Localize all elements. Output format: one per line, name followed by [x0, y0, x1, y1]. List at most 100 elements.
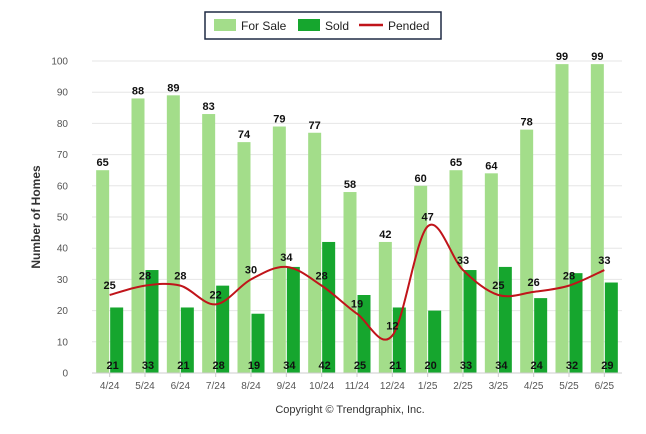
bar-sold: [145, 270, 159, 373]
data-label-for-sale: 83: [203, 101, 215, 113]
x-tick-label: 5/24: [135, 381, 155, 392]
bar-sold: [322, 241, 336, 373]
data-label-sold: 34: [495, 360, 508, 372]
data-label-pended: 30: [245, 264, 257, 276]
data-label-sold: 33: [460, 360, 472, 372]
y-tick-label: 40: [57, 244, 69, 255]
data-label-for-sale: 78: [521, 117, 533, 129]
data-label-pended: 28: [139, 271, 151, 283]
bar-for-sale: [96, 170, 110, 373]
bar-sold: [604, 282, 618, 373]
data-label-sold: 21: [389, 360, 401, 372]
data-label-pended: 28: [563, 271, 575, 283]
bar-for-sale: [131, 98, 145, 373]
data-label-for-sale: 42: [379, 229, 391, 241]
x-tick-label: 10/24: [309, 381, 334, 392]
bar-for-sale: [590, 64, 604, 374]
data-label-sold: 28: [213, 360, 225, 372]
bar-for-sale: [449, 170, 463, 373]
x-tick-label: 6/25: [595, 381, 615, 392]
data-label-pended: 19: [351, 299, 363, 311]
x-tick-label: 3/25: [489, 381, 509, 392]
legend: For Sale Sold Pended: [204, 11, 442, 40]
bar-sold: [216, 285, 230, 373]
legend-swatch-sold: [298, 19, 320, 31]
data-label-sold: 24: [531, 360, 544, 372]
bar-for-sale: [202, 114, 216, 373]
bar-for-sale: [378, 241, 392, 373]
data-label-for-sale: 88: [132, 85, 144, 97]
x-tick-label: 4/25: [524, 381, 544, 392]
data-label-pended: 33: [598, 255, 610, 267]
bar-sold: [110, 307, 124, 373]
bar-for-sale: [272, 126, 286, 374]
data-label-for-sale: 65: [450, 157, 462, 169]
gridlines: [92, 60, 622, 343]
y-tick-label: 80: [57, 119, 69, 130]
legend-swatch-for-sale: [214, 19, 236, 31]
bar-for-sale: [237, 142, 251, 373]
data-label-pended: 25: [492, 280, 504, 292]
data-label-sold: 42: [319, 360, 331, 372]
y-tick-label: 0: [62, 369, 68, 380]
x-tick-label: 9/24: [277, 381, 297, 392]
data-label-pended: 26: [528, 277, 540, 289]
data-label-pended: 47: [422, 211, 434, 223]
legend-label-for-sale: For Sale: [241, 19, 287, 33]
data-label-for-sale: 79: [273, 114, 285, 126]
y-tick-label: 100: [51, 57, 68, 68]
data-label-sold: 19: [248, 360, 260, 372]
data-label-pended: 25: [104, 280, 116, 292]
data-label-for-sale: 74: [238, 129, 251, 141]
data-label-sold: 29: [601, 360, 613, 372]
x-tick-label: 2/25: [453, 381, 473, 392]
y-tick-label: 20: [57, 306, 69, 317]
pended-series-line: [109, 223, 605, 341]
data-label-for-sale: 60: [415, 173, 427, 185]
data-label-pended: 33: [457, 255, 469, 267]
y-axis-label: Number of Homes: [29, 165, 43, 269]
bar-sold: [180, 307, 194, 373]
y-tick-label: 90: [57, 88, 69, 99]
x-axis-ticks: 4/24 5/24 6/24 7/24 8/24 9/24 10/24 11/24 12/24 1…: [100, 373, 615, 392]
bar-sold: [428, 310, 442, 373]
data-label-for-sale: 99: [556, 51, 568, 63]
legend-label-pended: Pended: [388, 19, 429, 33]
data-label-sold: 21: [107, 360, 119, 372]
data-label-pended: 28: [316, 271, 328, 283]
bar-for-sale: [343, 192, 357, 373]
x-tick-label: 7/24: [206, 381, 226, 392]
data-label-sold: 33: [142, 360, 154, 372]
x-tick-label: 1/25: [418, 381, 438, 392]
bar-sold: [569, 273, 583, 373]
data-label-sold: 21: [177, 360, 189, 372]
data-label-for-sale: 89: [167, 82, 179, 94]
y-tick-label: 10: [57, 337, 69, 348]
data-label-pended: 12: [386, 321, 398, 333]
x-tick-label: 12/24: [380, 381, 405, 392]
bar-sold: [463, 270, 477, 373]
bar-sold: [534, 298, 548, 373]
x-tick-label: 5/25: [559, 381, 579, 392]
y-tick-label: 60: [57, 181, 69, 192]
bar-sold: [251, 313, 265, 373]
data-label-for-sale: 99: [591, 51, 603, 63]
bar-for-sale: [166, 95, 180, 373]
y-tick-label: 50: [57, 213, 69, 224]
data-label-sold: 32: [566, 360, 578, 372]
data-label-pended: 34: [280, 252, 293, 264]
data-label-for-sale: 58: [344, 179, 356, 191]
data-label-sold: 34: [283, 360, 296, 372]
x-tick-label: 4/24: [100, 381, 120, 392]
bar-for-sale: [520, 129, 534, 373]
data-labels: 65 21 88 33 89 21 83 28 74 19 79 34 77 42 58 25 42 21 60 20…: [97, 51, 614, 372]
data-label-sold: 25: [354, 360, 366, 372]
bar-sold: [357, 295, 371, 373]
data-label-sold: 20: [425, 360, 437, 372]
data-label-for-sale: 64: [485, 160, 498, 172]
data-label-for-sale: 77: [309, 120, 321, 132]
legend-label-sold: Sold: [325, 19, 349, 33]
y-tick-label: 70: [57, 150, 69, 161]
data-label-pended: 22: [210, 289, 222, 301]
